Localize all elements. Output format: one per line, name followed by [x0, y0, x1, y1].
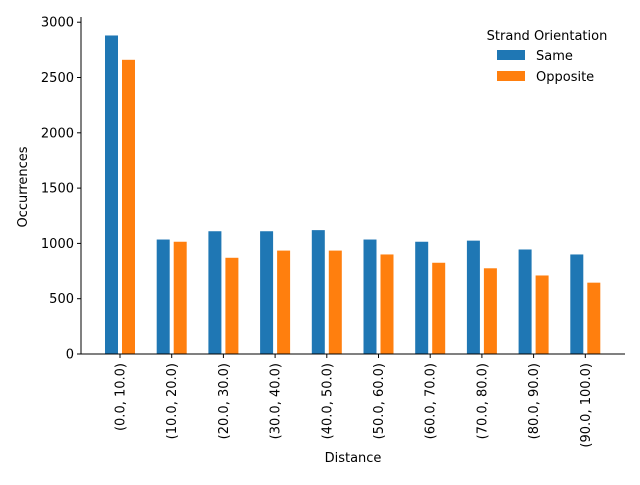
- legend: Strand Orientation Same Opposite: [487, 29, 608, 85]
- x-tick-label: (50.0, 60.0): [372, 363, 387, 439]
- y-tick-label: 2000: [41, 126, 74, 141]
- x-tick-label: (60.0, 70.0): [424, 363, 439, 439]
- y-axis-label: Occurrences: [16, 146, 31, 227]
- legend-label-same: Same: [536, 49, 573, 64]
- bar-same-8: [518, 249, 532, 354]
- legend-label-opposite: Opposite: [536, 70, 594, 85]
- y-tick-label: 1000: [41, 237, 74, 252]
- legend-swatch-opposite: [497, 71, 525, 81]
- y-tick-label: 3000: [41, 16, 74, 31]
- bar-same-3: [260, 231, 274, 354]
- bar-same-2: [208, 231, 222, 354]
- x-tick-label: (40.0, 50.0): [320, 363, 335, 439]
- x-tick-label: (10.0, 20.0): [165, 363, 180, 439]
- y-tick-label: 0: [66, 348, 74, 363]
- bars-group: [105, 35, 601, 355]
- bar-same-0: [105, 35, 118, 354]
- legend-title: Strand Orientation: [487, 29, 608, 44]
- x-axis-label: Distance: [325, 451, 382, 466]
- x-tick-label: (30.0, 40.0): [269, 363, 284, 439]
- bar-same-9: [570, 254, 584, 354]
- x-tick-label: (70.0, 80.0): [475, 363, 490, 439]
- y-tick-label: 500: [49, 292, 74, 307]
- x-tick-label: (90.0, 100.0): [579, 363, 594, 448]
- x-ticks-group: (0.0, 10.0) (10.0, 20.0) (20.0, 30.0) (30.0…: [114, 354, 594, 448]
- bar-opposite-8: [535, 275, 549, 354]
- bar-opposite-2: [225, 257, 239, 354]
- x-tick-label: (80.0, 90.0): [527, 363, 542, 439]
- bar-opposite-0: [122, 59, 135, 355]
- bar-opposite-3: [277, 250, 291, 354]
- legend-swatch-same: [497, 50, 525, 60]
- bar-opposite-6: [432, 262, 446, 354]
- bar-same-5: [363, 239, 377, 354]
- bar-opposite-9: [587, 282, 601, 354]
- y-tick-label: 1500: [41, 182, 74, 197]
- bar-opposite-1: [173, 241, 187, 354]
- bar-opposite-5: [380, 254, 394, 354]
- bar-same-4: [311, 230, 325, 354]
- x-tick-label: (0.0, 10.0): [114, 363, 129, 431]
- bar-same-1: [156, 239, 170, 354]
- x-tick-label: (20.0, 30.0): [217, 363, 232, 439]
- y-ticks-group: 0 500 1000 1500 2000 2500 3000: [41, 16, 81, 363]
- bar-opposite-4: [328, 250, 342, 354]
- y-tick-label: 2500: [41, 71, 74, 86]
- bar-same-6: [415, 241, 429, 354]
- bar-same-7: [466, 240, 480, 354]
- bar-opposite-7: [483, 268, 497, 354]
